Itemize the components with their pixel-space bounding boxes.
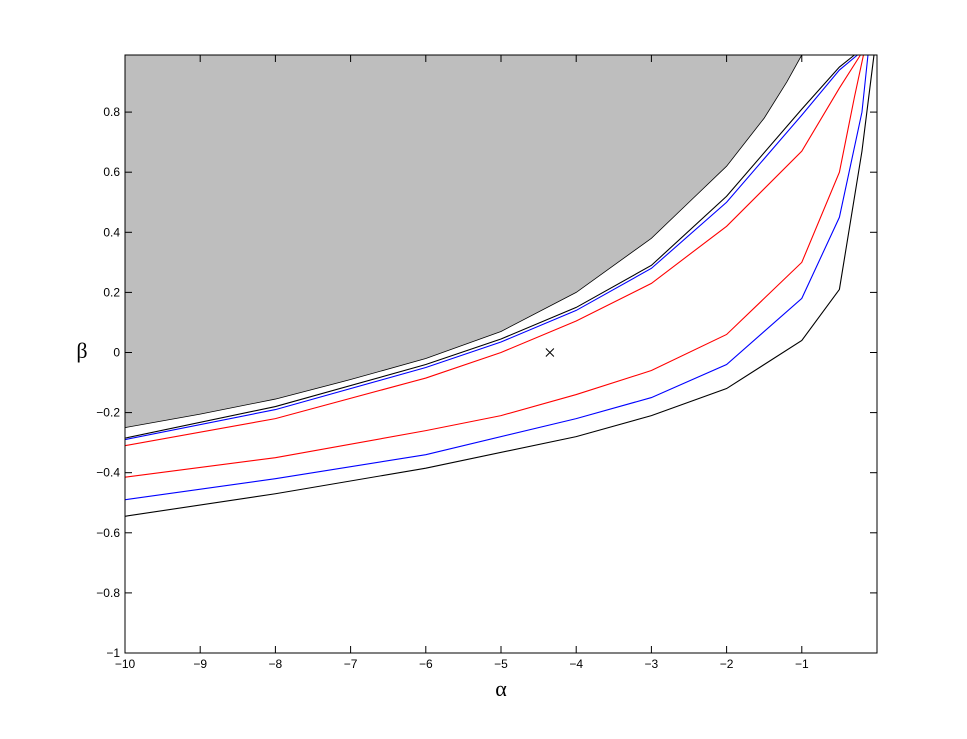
y-tick-label: −0.4 bbox=[96, 466, 120, 480]
y-tick-label: −0.6 bbox=[96, 526, 120, 540]
y-tick-label: −0.2 bbox=[96, 406, 120, 420]
y-tick-label: 0.8 bbox=[103, 105, 120, 119]
y-tick-label: 0.2 bbox=[103, 285, 120, 299]
x-tick-label: −7 bbox=[344, 657, 358, 671]
contour-line bbox=[124, 54, 865, 478]
contour-line bbox=[124, 54, 869, 501]
x-axis-label: α bbox=[495, 676, 507, 701]
shaded-region bbox=[124, 54, 803, 429]
x-tick-label: −10 bbox=[115, 657, 136, 671]
contour-line bbox=[124, 54, 875, 517]
x-tick-label: −9 bbox=[193, 657, 207, 671]
y-tick-label: 0.4 bbox=[103, 225, 120, 239]
x-tick-label: −5 bbox=[494, 657, 508, 671]
y-tick-label: −1 bbox=[106, 646, 120, 660]
y-tick-label: −0.8 bbox=[96, 586, 120, 600]
x-tick-label: −6 bbox=[419, 657, 433, 671]
x-tick-label: −1 bbox=[795, 657, 809, 671]
x-tick-label: −3 bbox=[645, 657, 659, 671]
y-tick-label: 0 bbox=[113, 345, 120, 359]
x-tick-label: −8 bbox=[269, 657, 283, 671]
x-tick-label: −2 bbox=[720, 657, 734, 671]
contour-line bbox=[124, 54, 858, 441]
contour-line bbox=[124, 54, 855, 439]
point-marker bbox=[545, 348, 555, 357]
y-axis-label: β bbox=[76, 338, 87, 363]
contour-line bbox=[124, 54, 861, 447]
x-tick-label: −4 bbox=[569, 657, 583, 671]
y-tick-label: 0.6 bbox=[103, 165, 120, 179]
